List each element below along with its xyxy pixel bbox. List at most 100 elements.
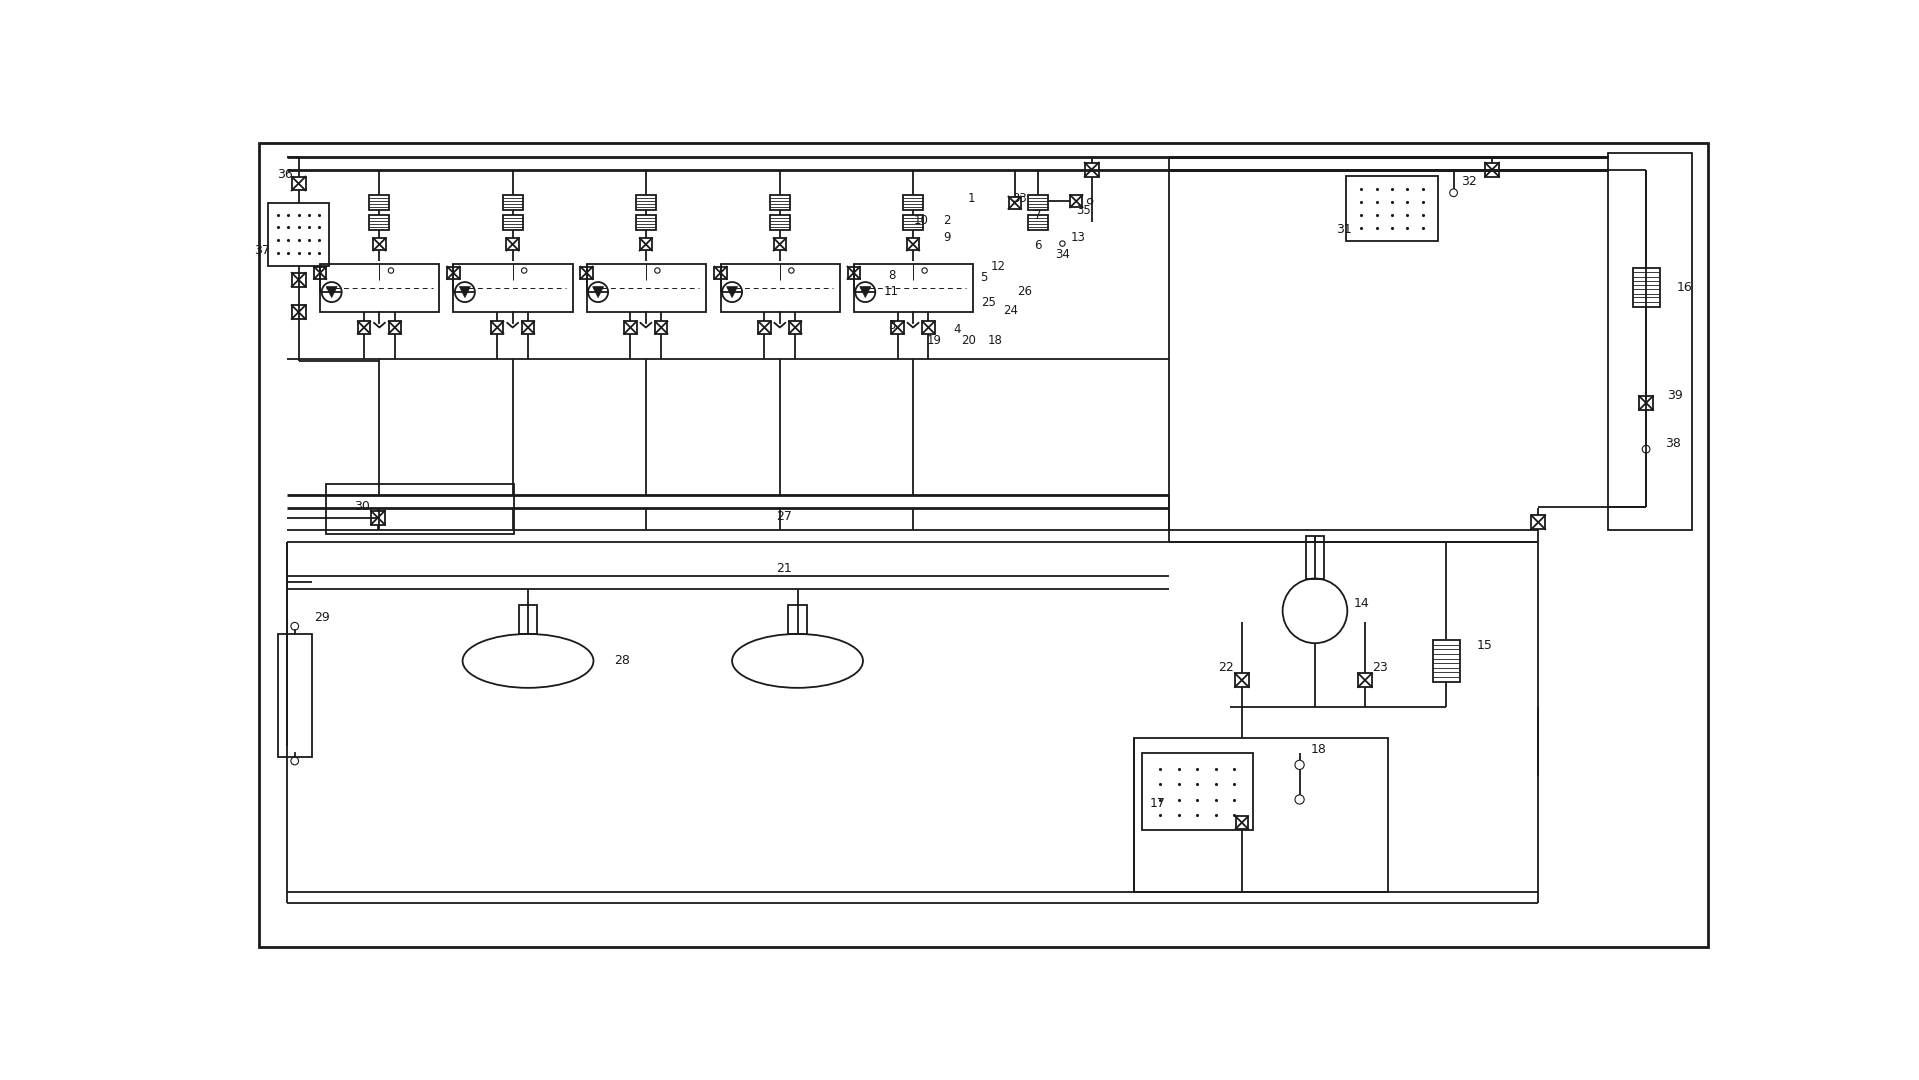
Circle shape — [1059, 241, 1065, 246]
Bar — [370, 195, 390, 211]
Bar — [908, 239, 919, 251]
Text: 1: 1 — [967, 192, 975, 205]
Text: 35: 35 — [1077, 204, 1092, 217]
Text: 11: 11 — [885, 285, 898, 298]
Circle shape — [1088, 199, 1092, 204]
Text: 21: 21 — [775, 562, 791, 575]
Bar — [1142, 754, 1253, 831]
Bar — [320, 265, 439, 312]
Text: 32: 32 — [1460, 175, 1478, 188]
Bar — [370, 215, 390, 230]
Bar — [854, 265, 973, 312]
Text: 38: 38 — [1666, 437, 1681, 450]
Bar — [892, 322, 904, 334]
Bar — [904, 215, 923, 230]
Bar — [1345, 176, 1437, 241]
Bar — [522, 322, 533, 334]
Bar — [1359, 673, 1372, 687]
Bar — [326, 484, 514, 534]
Bar — [624, 322, 637, 334]
Text: 34: 34 — [1055, 247, 1071, 261]
Text: 25: 25 — [981, 296, 996, 309]
Circle shape — [1643, 445, 1650, 453]
Circle shape — [654, 268, 660, 273]
Bar — [269, 203, 330, 266]
Text: 20: 20 — [961, 334, 977, 347]
Bar — [1305, 536, 1324, 579]
Bar — [1071, 195, 1082, 207]
Circle shape — [1449, 189, 1457, 197]
Text: 14: 14 — [1353, 596, 1368, 609]
Polygon shape — [459, 286, 470, 298]
Text: 7: 7 — [1034, 210, 1042, 222]
Bar — [635, 195, 656, 211]
Bar — [580, 267, 593, 279]
Text: 30: 30 — [353, 500, 370, 513]
Bar — [315, 267, 326, 279]
Text: 5: 5 — [981, 271, 988, 284]
Text: 33: 33 — [1011, 192, 1027, 205]
Text: 24: 24 — [1004, 305, 1019, 318]
Circle shape — [522, 268, 528, 273]
Text: 26: 26 — [1017, 285, 1032, 298]
Bar — [654, 322, 668, 334]
Bar — [1485, 163, 1499, 176]
Bar — [904, 195, 923, 211]
Bar — [507, 239, 518, 251]
Bar — [1639, 396, 1652, 410]
Bar — [720, 265, 841, 312]
Bar — [1608, 152, 1693, 530]
Bar — [374, 239, 386, 251]
Bar — [491, 322, 503, 334]
Bar — [292, 176, 305, 190]
Bar — [453, 265, 572, 312]
Text: 6: 6 — [1034, 239, 1042, 252]
Bar — [714, 267, 727, 279]
Circle shape — [789, 268, 794, 273]
Text: 15: 15 — [1476, 639, 1493, 652]
Circle shape — [1295, 795, 1305, 805]
Polygon shape — [326, 286, 338, 298]
Text: 27: 27 — [775, 511, 793, 524]
Text: 8: 8 — [888, 269, 894, 282]
Bar — [390, 322, 401, 334]
Bar — [789, 322, 802, 334]
Bar — [587, 265, 706, 312]
Text: 18: 18 — [988, 334, 1004, 347]
Circle shape — [388, 268, 393, 273]
Text: 18: 18 — [1311, 743, 1326, 756]
Text: 2: 2 — [942, 214, 950, 227]
Bar — [1433, 640, 1460, 683]
Bar — [1084, 163, 1098, 176]
Bar — [503, 215, 522, 230]
Text: 13: 13 — [1071, 231, 1086, 244]
Text: 39: 39 — [1668, 389, 1683, 402]
Polygon shape — [593, 286, 604, 298]
Bar — [1236, 673, 1249, 687]
Circle shape — [292, 622, 299, 630]
Text: 16: 16 — [1677, 281, 1693, 294]
Bar — [923, 322, 935, 334]
Text: 28: 28 — [614, 654, 629, 667]
Polygon shape — [860, 286, 871, 298]
Polygon shape — [727, 286, 737, 298]
Bar — [357, 322, 370, 334]
Text: 23: 23 — [1372, 661, 1387, 674]
Text: 36: 36 — [276, 167, 292, 180]
Bar — [1029, 215, 1048, 230]
Bar — [758, 322, 771, 334]
Bar — [292, 306, 305, 319]
Bar — [1029, 195, 1048, 211]
Text: 17: 17 — [1149, 797, 1165, 810]
Text: 19: 19 — [927, 334, 942, 347]
Bar — [503, 195, 522, 211]
Circle shape — [292, 757, 299, 765]
Bar — [789, 605, 806, 634]
Bar — [773, 239, 787, 251]
Circle shape — [1295, 760, 1305, 769]
Text: 10: 10 — [913, 214, 929, 227]
Bar — [1134, 738, 1387, 892]
Bar — [1236, 816, 1247, 828]
Circle shape — [921, 268, 927, 273]
Bar — [639, 239, 652, 251]
